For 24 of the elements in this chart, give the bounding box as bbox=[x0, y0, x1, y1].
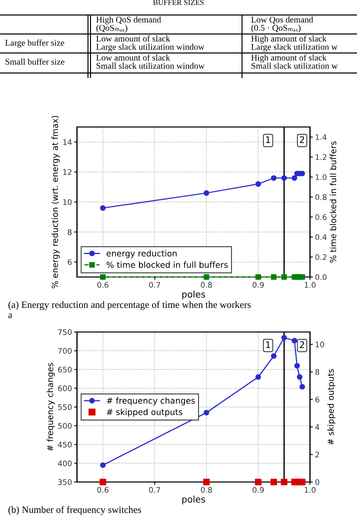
y-axis-title: % energy reduction (wrt. energy at fmax) bbox=[52, 116, 60, 288]
text: High QoS demand (QoSₘₐₓ) bbox=[96, 16, 162, 33]
y2-axis-title: # skipped outputs bbox=[327, 369, 336, 445]
y-axis-title: # frequency changes bbox=[46, 362, 55, 451]
x-axis-title: poles bbox=[182, 496, 206, 504]
legend-label: # frequency changes bbox=[106, 397, 195, 406]
text: (b) Number of frequency switches bbox=[8, 506, 142, 515]
text: (a) Energy reduction and percentage of time when the workers a bbox=[8, 301, 251, 318]
text: High amount of slack Large slack utilization w bbox=[251, 35, 338, 52]
text: High amount of slack Small slack utilization w bbox=[251, 54, 338, 69]
annotation: 1 bbox=[266, 341, 270, 348]
text: Large buffer size bbox=[5, 39, 64, 48]
text: Low amount of slack Small slack utilization window bbox=[96, 54, 205, 69]
text: Low amount of slack Large slack utilization window bbox=[96, 35, 204, 52]
legend-label: energy reduction bbox=[106, 250, 177, 258]
y2-axis-title: % time blocked in full buffers bbox=[330, 141, 336, 263]
annotation: 2 bbox=[300, 341, 304, 348]
text: Small buffer size bbox=[6, 58, 64, 65]
x-axis-title: poles bbox=[182, 290, 206, 300]
text: Low Qos demand (0.5 · QoSₘₐₓ) bbox=[251, 16, 314, 33]
annotation: 1 bbox=[266, 136, 270, 143]
legend-label: # skipped outputs bbox=[106, 408, 182, 417]
annotation: 2 bbox=[300, 136, 304, 143]
legend-label: % time blocked in full buffers bbox=[106, 261, 228, 268]
